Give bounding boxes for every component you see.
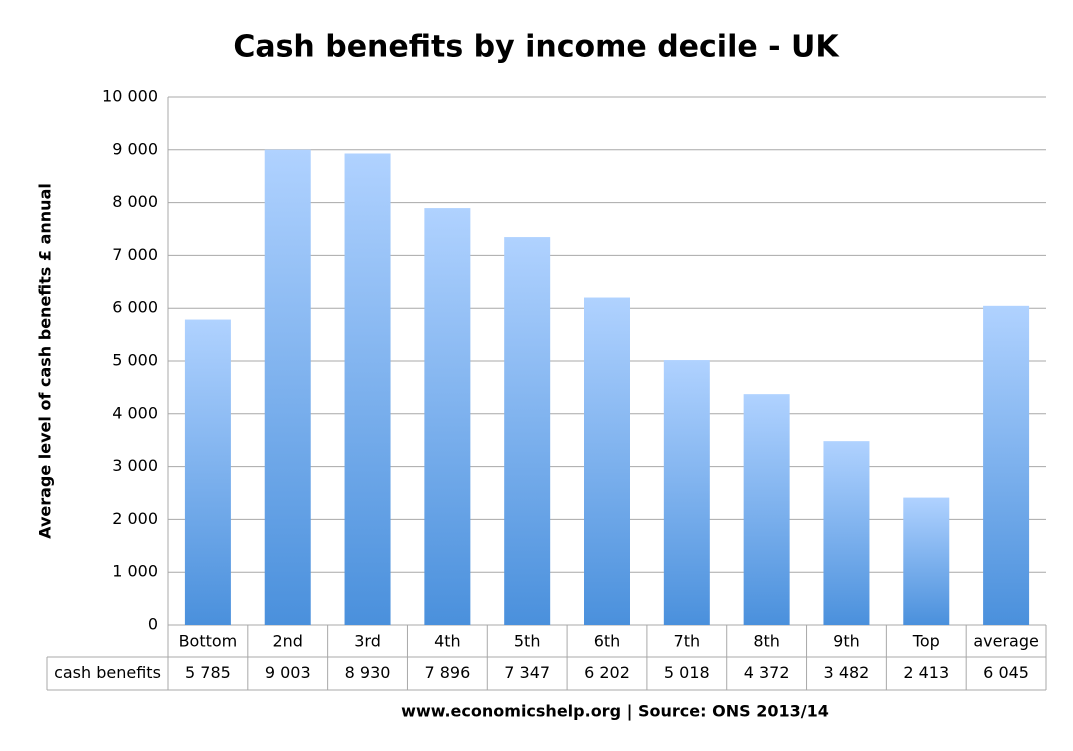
x-tick-label: 8th [753,632,780,651]
table-value: 5 785 [185,663,231,682]
x-tick-label: average [973,632,1039,651]
x-tick-label: 7th [674,632,701,651]
table-value: 6 202 [584,663,630,682]
x-tick-label: Bottom [179,632,238,651]
y-tick-label: 10 000 [102,87,158,106]
y-tick-label: 0 [148,615,158,634]
x-tick-label: 9th [833,632,860,651]
y-tick-label: 2 000 [112,509,158,528]
y-tick-label: 1 000 [112,562,158,581]
bar [743,394,790,625]
table-value: 5 018 [664,663,710,682]
table-value: 9 003 [265,663,311,682]
bar [264,149,311,625]
x-tick-label: 5th [514,632,541,651]
y-tick-label: 5 000 [112,351,158,370]
y-tick-label: 4 000 [112,403,158,422]
bar [903,497,950,625]
table-value: 6 045 [983,663,1029,682]
table-value: 7 347 [504,663,550,682]
y-tick-label: 3 000 [112,456,158,475]
y-tick-label: 6 000 [112,298,158,317]
y-tick-label: 8 000 [112,192,158,211]
y-tick-label: 7 000 [112,245,158,264]
table-value: 3 482 [824,663,870,682]
bar [584,297,630,625]
table-value: 7 896 [424,663,470,682]
x-tick-label: 2nd [272,632,302,651]
bar [184,319,231,625]
bar [823,441,870,625]
x-tick-label: 4th [434,632,461,651]
table-value: 2 413 [903,663,949,682]
x-tick-label: 3rd [354,632,381,651]
y-axis-label: Average level of cash benefits £ annual [36,183,55,539]
bar [983,305,1030,625]
bar [344,153,391,625]
bar [504,237,551,625]
x-tick-label: Top [912,632,940,651]
bar [663,360,710,625]
y-tick-label: 9 000 [112,139,158,158]
table-value: 8 930 [345,663,391,682]
legend-label: cash benefits [54,663,161,682]
bar [424,208,471,626]
source-note: www.economicshelp.org | Source: ONS 2013… [401,702,829,722]
chart-title: Cash benefits by income decile - UK [233,30,840,65]
table-value: 4 372 [744,663,790,682]
x-tick-label: 6th [594,632,621,651]
